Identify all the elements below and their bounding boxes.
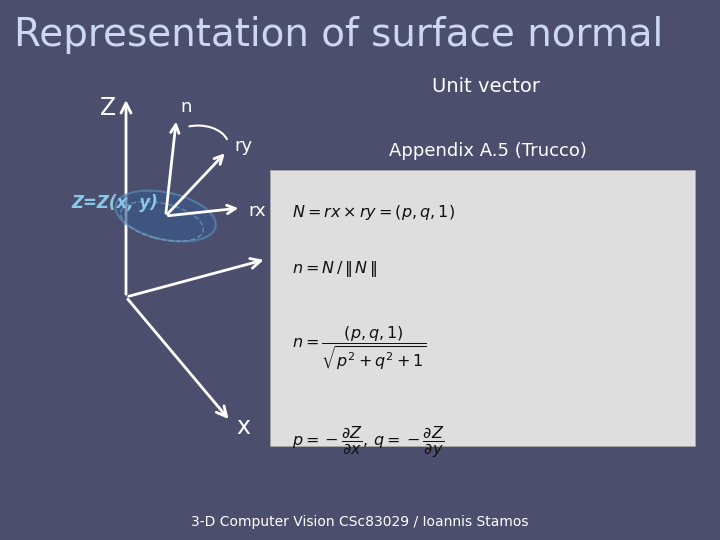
Text: $n = \dfrac{(p,q,1)}{\sqrt{p^2 + q^2 + 1}}$: $n = \dfrac{(p,q,1)}{\sqrt{p^2 + q^2 + 1… xyxy=(292,325,426,372)
Text: x: x xyxy=(236,415,251,438)
Text: y: y xyxy=(274,242,288,266)
Text: $N = rx \times ry = (p,q,1)$: $N = rx \times ry = (p,q,1)$ xyxy=(292,202,454,221)
Ellipse shape xyxy=(115,191,216,241)
Text: rx: rx xyxy=(248,201,266,220)
FancyBboxPatch shape xyxy=(270,170,695,446)
Text: $n = N\,/\,\|\,N\,\|$: $n = N\,/\,\|\,N\,\|$ xyxy=(292,259,377,279)
Text: Appendix A.5 (Trucco): Appendix A.5 (Trucco) xyxy=(389,142,587,160)
Text: $p = -\dfrac{\partial Z}{\partial x},\,q = -\dfrac{\partial Z}{\partial y}$: $p = -\dfrac{\partial Z}{\partial x},\,q… xyxy=(292,424,444,460)
Text: Representation of surface normal: Representation of surface normal xyxy=(14,16,664,54)
Text: 3-D Computer Vision CSc83029 / Ioannis Stamos: 3-D Computer Vision CSc83029 / Ioannis S… xyxy=(192,515,528,529)
Text: n: n xyxy=(181,98,192,116)
Text: Z=Z(x, y): Z=Z(x, y) xyxy=(72,193,158,212)
Text: Z: Z xyxy=(100,96,116,120)
Text: Unit vector: Unit vector xyxy=(432,77,540,96)
Text: ry: ry xyxy=(234,137,252,155)
